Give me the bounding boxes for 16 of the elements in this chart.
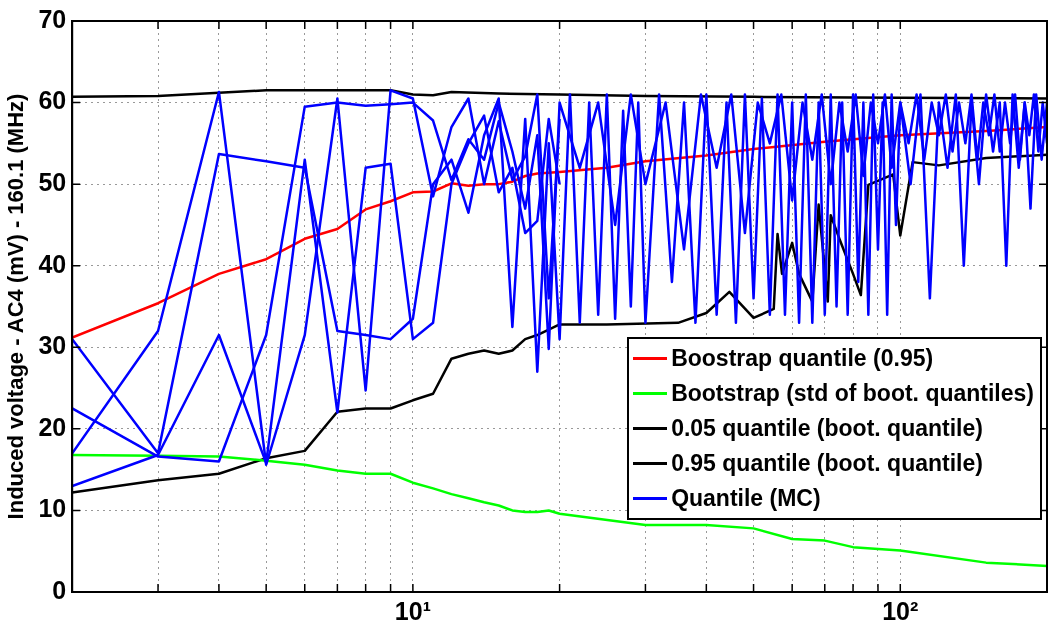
legend-label: Quantile (MC) [671, 484, 821, 513]
y-tick-label: 70 [38, 4, 67, 33]
y-tick-label: 60 [38, 86, 67, 115]
y-tick-label: 20 [38, 412, 67, 441]
y-tick-label: 50 [38, 168, 67, 197]
legend-label: 0.95 quantile (boot. quantile) [671, 449, 983, 478]
y-axis-title: Induced voltage - AC4 (mV) - 160.1 (MHz) [3, 93, 29, 520]
y-tick-label: 0 [52, 575, 67, 604]
legend-label: 0.05 quantile (boot. quantile) [671, 414, 983, 443]
x-tick-label: 10¹ [394, 596, 431, 625]
legend-label: Bootstrap (std of boot. quantiles) [671, 379, 1034, 408]
legend-label: Boostrap quantile (0.95) [671, 344, 934, 373]
y-tick-label: 10 [38, 494, 67, 523]
y-tick-label: 40 [38, 249, 67, 278]
x-tick-label: 10² [882, 596, 919, 625]
y-tick-label: 30 [38, 331, 67, 360]
